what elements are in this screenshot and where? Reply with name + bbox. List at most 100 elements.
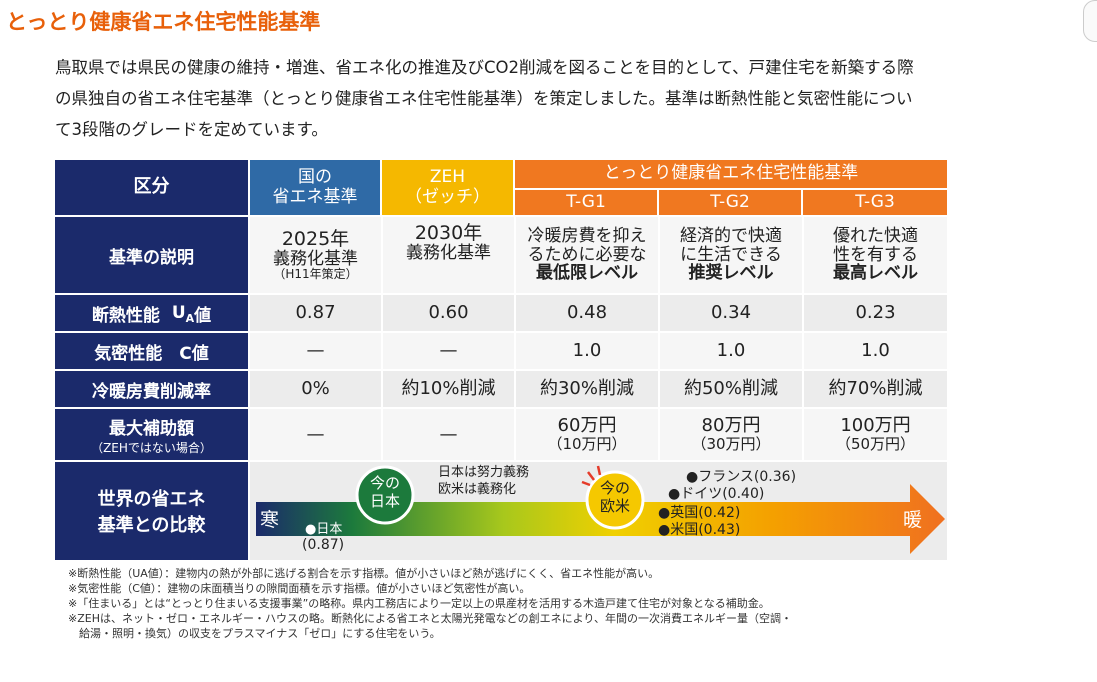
cell-air-g3: 1.0 <box>802 331 947 369</box>
subsidy-label: 最大補助額 <box>109 418 194 439</box>
west-now-l1: 今の <box>599 479 630 497</box>
desc-g2-l2: に生活できる <box>680 244 782 265</box>
insulation-label: 断熱性能 <box>91 305 160 326</box>
japan-now-bubble <box>355 465 415 525</box>
point-us: ●米国(0.43) <box>658 522 741 538</box>
west-now-bubble <box>585 470 645 530</box>
japan-value: (0.87) <box>302 537 345 553</box>
row-label-compare: 世界の省エネ 基準との比較 <box>55 460 248 560</box>
cell-desc-g1: 冷暖房費を抑え るために必要な 最低限レベル <box>514 215 658 293</box>
cell-desc-g3: 優れた快適 性を有する 最高レベル <box>802 215 947 293</box>
cell-red-g1: 約30%削減 <box>514 369 658 407</box>
cell-desc-g2: 経済的で快適 に生活できる 推奨レベル <box>658 215 802 293</box>
insulation-unit-u: U <box>171 303 186 323</box>
footnotes: ※断熱性能（UA値）：建物内の熱が外部に逃げる割合を示す指標。値が小さいほど熱が… <box>68 566 968 641</box>
desc-national-l3: （H11年策定） <box>273 267 358 282</box>
cell-ins-zeh: 0.60 <box>381 293 514 331</box>
point-germany: ●ドイツ(0.40) <box>668 486 765 502</box>
intro-line-2: の県独自の省エネ住宅基準（とっとり健康省エネ住宅性能基準）を策定しました。基準は… <box>55 89 913 108</box>
header-zeh: ZEH （ゼッチ） <box>382 160 513 215</box>
cell-red-g2: 約50%削減 <box>658 369 802 407</box>
point-uk: ●英国(0.42) <box>658 505 741 521</box>
cell-red-g3: 約70%削減 <box>802 369 947 407</box>
header-tottori: とっとり健康省エネ住宅性能基準 <box>515 160 947 188</box>
cell-air-g1: 1.0 <box>514 331 658 369</box>
note-1: ※断熱性能（UA値）：建物内の熱が外部に逃げる割合を示す指標。値が小さいほど熱が… <box>68 567 660 580</box>
header-national: 国の 省エネ基準 <box>250 160 380 215</box>
cell-ins-g3: 0.23 <box>802 293 947 331</box>
insulation-unit-tail: 値 <box>194 305 212 326</box>
row-label-airtight: 気密性能 C値 <box>55 331 248 369</box>
cold-label: 寒 <box>260 509 280 531</box>
header-zeh-l2: （ゼッチ） <box>405 186 490 207</box>
intro-text: 鳥取県では県民の健康の維持・増進、省エネ化の推進及びCO2削減を図ることを目的と… <box>55 52 1095 145</box>
desc-g3-l3: 最高レベル <box>833 263 918 284</box>
japan-now-l2: 日本 <box>369 492 400 510</box>
cell-ins-g1: 0.48 <box>514 293 658 331</box>
compare-label-l2: 基準との比較 <box>97 515 206 536</box>
cell-sub-national: — <box>248 407 381 460</box>
cell-ins-national: 0.87 <box>248 293 381 331</box>
effort-line-2: 欧米は義務化 <box>438 482 517 497</box>
sub-g1-main: 60万円 <box>557 415 617 437</box>
cell-desc-national: 2025年 義務化基準 （H11年策定） <box>248 215 381 293</box>
header-national-l2: 省エネ基準 <box>272 186 358 207</box>
burst-icon <box>581 465 602 487</box>
header-zeh-l1: ZEH <box>429 167 466 188</box>
desc-g1-l3: 最低限レベル <box>536 263 638 284</box>
row-label-description: 基準の説明 <box>55 215 248 293</box>
note-3: ※「住まいる」とは“とっとり住まいる支援事業”の略称。県内工務店により一定以上の… <box>68 597 770 610</box>
japan-now-text: 今の 日本 <box>357 474 413 510</box>
note-5: 給湯・照明・換気）の収支をプラスマイナス「ゼロ」にする住宅をいう。 <box>68 627 441 640</box>
header-corner: 区分 <box>55 160 248 215</box>
comparison-arrow-graphic <box>256 465 945 554</box>
west-now-l2: 欧米 <box>599 497 630 515</box>
obligation-note: 日本は努力義務 欧米は義務化 <box>438 464 529 498</box>
sub-g1-sub: （10万円） <box>547 435 627 454</box>
sub-g3-sub: （50万円） <box>835 435 916 454</box>
header-national-l1: 国の <box>298 167 332 188</box>
scroll-handle[interactable] <box>1083 0 1097 42</box>
desc-g1-l2: るために必要な <box>527 244 647 265</box>
note-2: ※気密性能（C値）：建物の床面積当りの隙間面積を示す指標。値が小さいほど気密性が… <box>68 582 531 595</box>
cell-sub-g3: 100万円 （50万円） <box>802 407 947 460</box>
note-4: ※ZEHは、ネット・ゼロ・エネルギー・ハウスの略。断熱化による省エネと太陽光発電… <box>68 612 792 625</box>
desc-g1-l1: 冷暖房費を抑え <box>527 225 647 246</box>
header-grade-2: T-G2 <box>659 190 801 215</box>
subsidy-sublabel: （ZEHではない場合） <box>91 440 212 455</box>
header-grade-1: T-G1 <box>515 190 657 215</box>
desc-g3-l1: 優れた快適 <box>833 225 918 246</box>
sub-g3-main: 100万円 <box>840 415 911 437</box>
desc-zeh-l1: 2030年 <box>414 222 483 244</box>
cell-air-zeh: — <box>381 331 514 369</box>
world-comparison-panel: 寒 暖 今の 日本 今の 欧米 日本は努力義務 欧米は義務化 ●日本 (0.87… <box>248 460 947 560</box>
desc-zeh-l2: 義務化基準 <box>406 242 491 263</box>
japan-point: ●日本 <box>305 522 343 537</box>
row-label-reduction: 冷暖房費削減率 <box>55 369 248 407</box>
intro-line-1: 鳥取県では県民の健康の維持・増進、省エネ化の推進及びCO2削減を図ることを目的と… <box>55 58 914 77</box>
page-title: とっとり健康省エネ住宅性能基準 <box>6 10 321 34</box>
point-france: ●フランス(0.36) <box>686 469 797 485</box>
sub-g2-main: 80万円 <box>701 415 761 437</box>
desc-g2-l1: 経済的で快適 <box>680 225 782 246</box>
cell-sub-g1: 60万円 （10万円） <box>514 407 658 460</box>
cell-desc-zeh: 2030年 義務化基準 <box>381 215 514 293</box>
standards-table: 区分 国の 省エネ基準 ZEH （ゼッチ） とっとり健康省エネ住宅性能基準 T-… <box>55 160 947 560</box>
header-grade-3: T-G3 <box>803 190 947 215</box>
desc-g2-l3: 推奨レベル <box>688 263 774 284</box>
desc-national-l1: 2025年 <box>281 227 350 250</box>
cell-sub-g2: 80万円 （30万円） <box>658 407 802 460</box>
desc-national-l2: 義務化基準 <box>273 248 358 269</box>
cell-red-national: 0% <box>248 369 381 407</box>
japan-now-l1: 今の <box>369 474 400 492</box>
desc-g3-l2: 性を有する <box>833 244 918 265</box>
sub-g2-sub: （30万円） <box>691 435 771 454</box>
insulation-unit-a: A <box>185 311 195 325</box>
effort-line-1: 日本は努力義務 <box>438 465 530 480</box>
row-label-subsidy: 最大補助額 （ZEHではない場合） <box>55 407 248 460</box>
cell-air-g2: 1.0 <box>658 331 802 369</box>
compare-label-l1: 世界の省エネ <box>97 489 206 510</box>
cell-air-national: — <box>248 331 381 369</box>
intro-line-3: て3段階のグレードを定めています。 <box>55 120 328 139</box>
